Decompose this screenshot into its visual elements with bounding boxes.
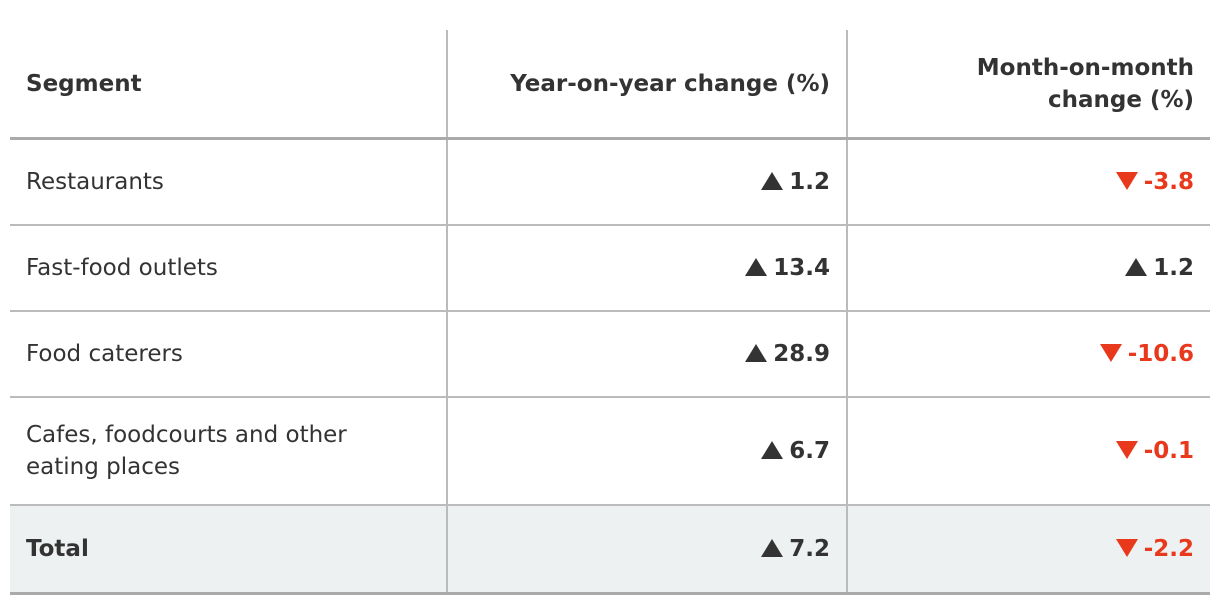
segment-cell: Food caterers xyxy=(10,311,447,398)
value-text: 7.2 xyxy=(789,536,830,562)
header-text: Year-on-year change (%) xyxy=(510,70,830,97)
data-table: Segment Year-on-year change (%) Month-on-m… xyxy=(10,30,1210,595)
up-arrow xyxy=(1125,258,1148,276)
down-arrow xyxy=(1099,344,1122,362)
value-text: -3.8 xyxy=(1143,169,1194,195)
value-text: 28.9 xyxy=(773,341,830,367)
table-row: Restaurants 1.2 -3.8 xyxy=(10,138,1210,226)
header-text: Month-on-month change (%) xyxy=(976,54,1194,113)
value-text: 6.7 xyxy=(789,438,830,464)
value-cell: 1.2 xyxy=(846,225,1210,312)
header-cell: Month-on-month change (%) xyxy=(846,30,1210,140)
value-text: -2.2 xyxy=(1143,536,1194,562)
up-arrow xyxy=(745,344,768,362)
header-cell: Year-on-year change (%) xyxy=(446,30,847,140)
value-cell: 6.7 xyxy=(446,397,847,506)
segment-text: Food caterers xyxy=(26,341,183,367)
segment-text: Fast-food outlets xyxy=(26,255,218,281)
value-text: 1.2 xyxy=(1153,255,1194,281)
segment-cell: Cafes, foodcourts and other eating place… xyxy=(10,397,447,506)
value-cell: -3.8 xyxy=(846,138,1210,226)
table-row: Cafes, foodcourts and other eating place… xyxy=(10,397,1210,506)
up-arrow xyxy=(745,258,768,276)
value-cell: 28.9 xyxy=(446,311,847,398)
down-arrow xyxy=(1115,441,1138,459)
segment-cell: Fast-food outlets xyxy=(10,225,447,312)
up-arrow xyxy=(761,539,784,557)
up-arrow xyxy=(761,441,784,459)
header-row: Segment Year-on-year change (%) Month-on-m… xyxy=(10,30,1210,140)
header-text: Segment xyxy=(26,70,142,97)
up-arrow xyxy=(761,172,784,190)
header-cell: Segment xyxy=(10,30,447,140)
total-row: Total 7.2 -2.2 xyxy=(10,504,1210,595)
segment-cell: Restaurants xyxy=(10,138,447,226)
value-cell: 13.4 xyxy=(446,225,847,312)
value-text: 1.2 xyxy=(789,169,830,195)
table-row: Food caterers 28.9 -10.6 xyxy=(10,311,1210,398)
value-cell: -2.2 xyxy=(846,504,1210,595)
segment-text: Restaurants xyxy=(26,169,164,195)
down-arrow xyxy=(1115,172,1138,190)
value-text: 13.4 xyxy=(773,255,830,281)
value-cell: 7.2 xyxy=(446,504,847,595)
table-body: Restaurants 1.2 -3.8 Fast-food outlets 13.4 1… xyxy=(10,138,1210,595)
segment-text: Total xyxy=(26,536,89,562)
value-cell: -10.6 xyxy=(846,311,1210,398)
segment-text: Cafes, foodcourts and other eating place… xyxy=(26,422,347,480)
segment-cell: Total xyxy=(10,504,447,595)
value-text: -0.1 xyxy=(1143,438,1194,464)
value-cell: -0.1 xyxy=(846,397,1210,506)
value-text: -10.6 xyxy=(1127,341,1194,367)
down-arrow xyxy=(1115,539,1138,557)
value-cell: 1.2 xyxy=(446,138,847,226)
table-row: Fast-food outlets 13.4 1.2 xyxy=(10,225,1210,312)
